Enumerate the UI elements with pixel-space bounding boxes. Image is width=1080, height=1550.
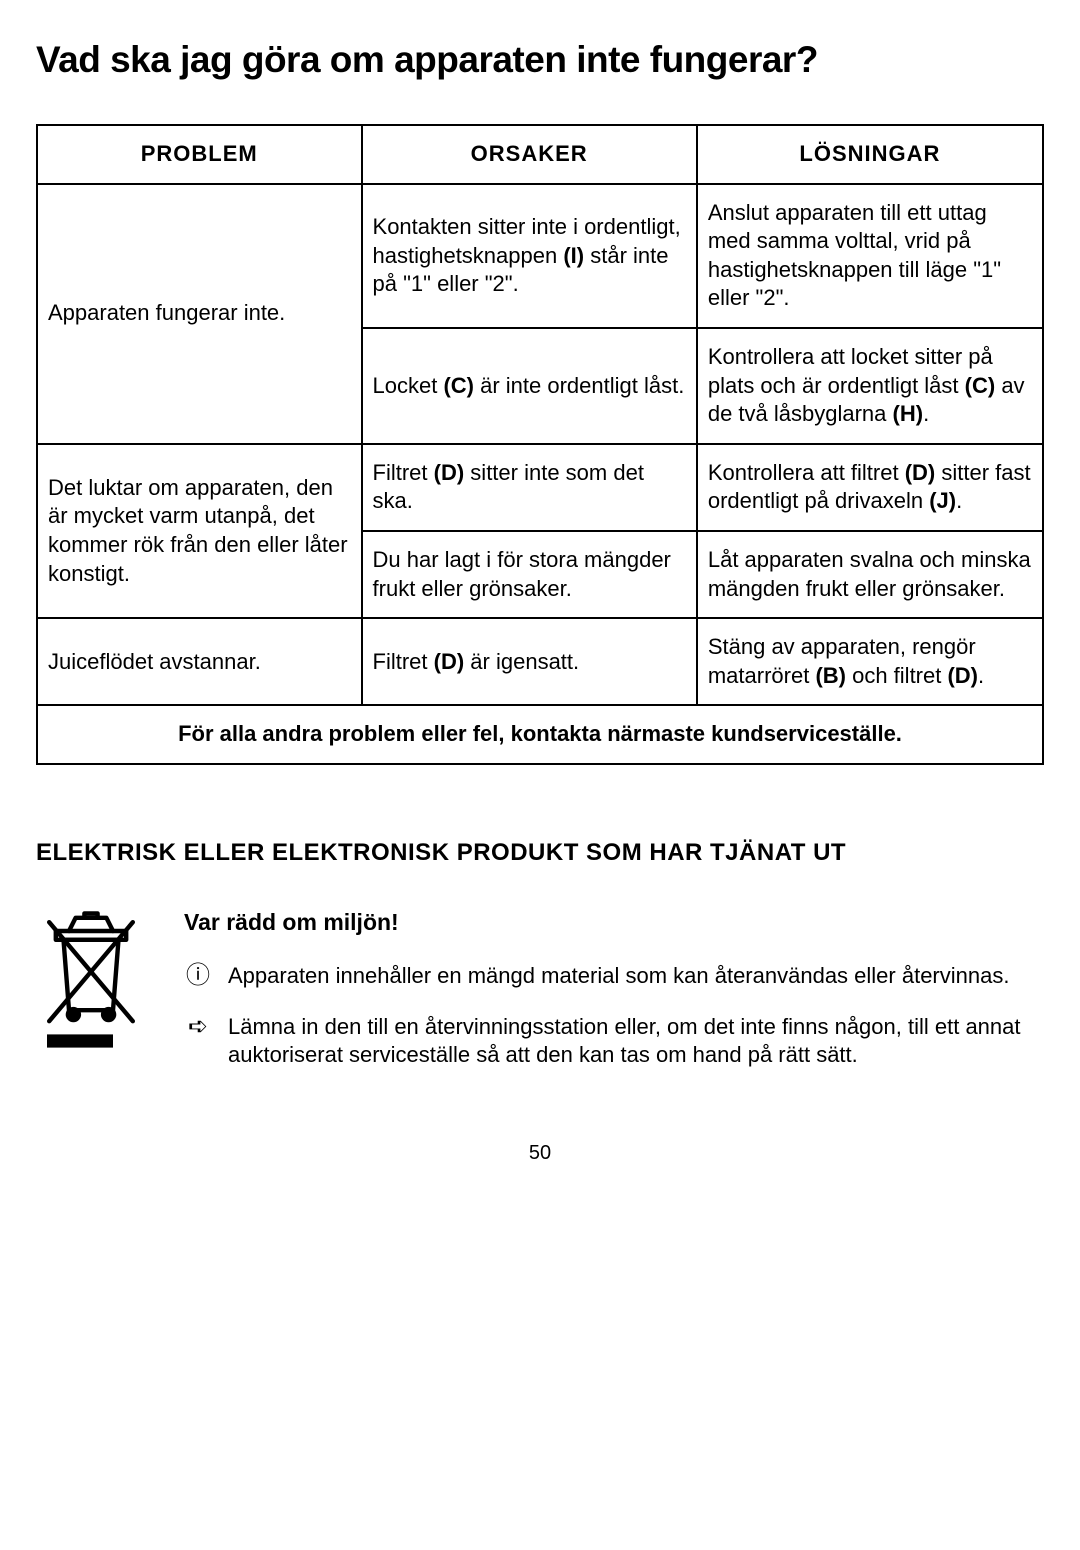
troubleshoot-table: PROBLEM ORSAKER LÖSNINGAR Apparaten fung… [36,124,1044,765]
environment-item-text: Apparaten innehåller en mängd material s… [228,962,1044,991]
cell-cause: Filtret (D) är igensatt. [362,618,697,705]
cell-solution: Anslut apparaten till ett uttag med samm… [697,184,1043,328]
environment-title: Var rädd om miljön! [184,908,1044,938]
section-heading: ELEKTRISK ELLER ELEKTRONISK PRODUKT SOM … [36,837,1044,868]
table-footnote: För alla andra problem eller fel, kontak… [37,705,1043,764]
cell-cause: Locket (C) är inte ordentligt låst. [362,328,697,444]
bullet-icon: ➪ [184,1013,212,1039]
environment-item: ⓘ Apparaten innehåller en mängd material … [184,962,1044,991]
weee-bin-icon [36,908,156,1061]
table-footnote-row: För alla andra problem eller fel, kontak… [37,705,1043,764]
environment-item: ➪ Lämna in den till en återvinningsstatio… [184,1013,1044,1070]
page-number: 50 [36,1140,1044,1166]
bullet-icon: ⓘ [184,962,212,988]
cell-cause: Filtret (D) sitter inte som det ska. [362,444,697,531]
th-losningar: LÖSNINGAR [697,125,1043,184]
environment-block: Var rädd om miljön! ⓘ Apparaten innehålle… [36,908,1044,1092]
cell-solution: Kontrollera att locket sitter på plats o… [697,328,1043,444]
cell-problem: Det luktar om apparaten, den är mycket v… [37,444,362,618]
cell-problem: Apparaten fungerar inte. [37,184,362,444]
cell-problem: Juiceflödet avstannar. [37,618,362,705]
table-row: Det luktar om apparaten, den är mycket v… [37,444,1043,531]
table-row: Juiceflödet avstannar.Filtret (D) är ige… [37,618,1043,705]
th-orsaker: ORSAKER [362,125,697,184]
cell-cause: Du har lagt i för stora mängder frukt el… [362,531,697,618]
table-row: Apparaten fungerar inte.Kontakten sitter… [37,184,1043,328]
cell-solution: Stäng av apparaten, rengör matarröret (B… [697,618,1043,705]
environment-content: Var rädd om miljön! ⓘ Apparaten innehålle… [184,908,1044,1092]
cell-solution: Kontrollera att filtret (D) sitter fast … [697,444,1043,531]
environment-item-text: Lämna in den till en återvinningsstation… [228,1013,1044,1070]
table-header-row: PROBLEM ORSAKER LÖSNINGAR [37,125,1043,184]
page-title: Vad ska jag göra om apparaten inte funge… [36,36,1044,84]
cell-cause: Kontakten sitter inte i ordentligt, hast… [362,184,697,328]
cell-solution: Låt apparaten svalna och minska mängden … [697,531,1043,618]
th-problem: PROBLEM [37,125,362,184]
